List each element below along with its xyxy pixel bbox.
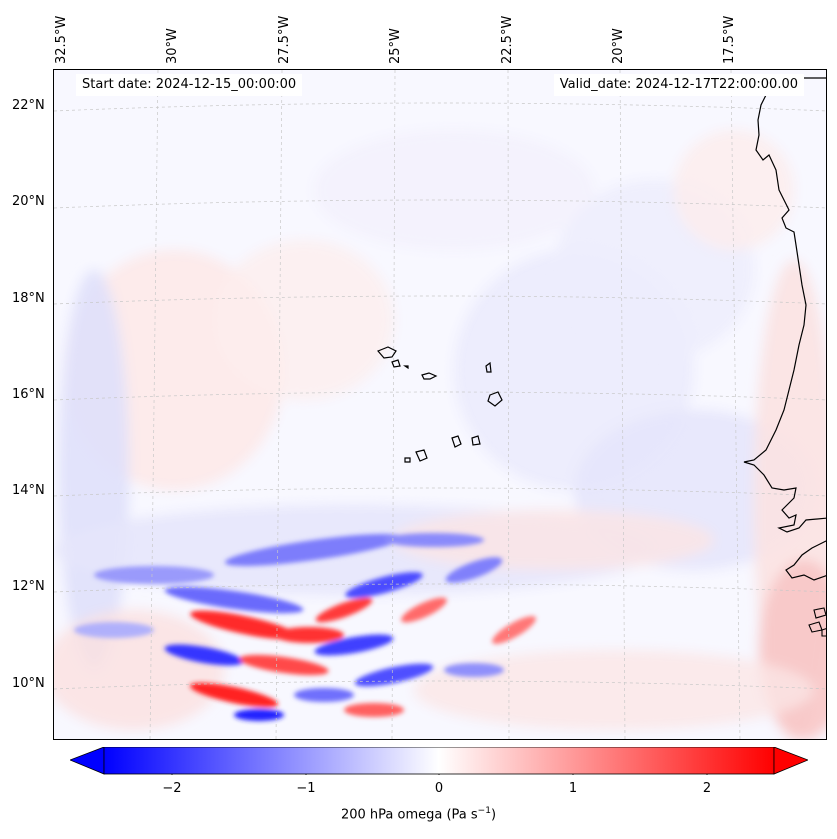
lat-label-16n: 16°N [12, 387, 45, 402]
lat-label-14n: 14°N [12, 483, 45, 498]
lat-label-20n: 20°N [12, 194, 45, 209]
colorbar-label-exponent: −1 [477, 806, 491, 816]
lat-label-18n: 18°N [12, 291, 45, 306]
map-panel[interactable]: Start date: 2024-12-15_00:00:00 Valid_da… [53, 69, 827, 740]
colorbar-tick-2: 2 [702, 781, 712, 796]
valid-date-label: Valid_date: 2024-12-17T22:00:00.00 [553, 74, 804, 96]
islands-cape-verde [376, 346, 503, 463]
lat-label-22n: 22°N [12, 98, 45, 113]
colorbar-under-arrow [70, 747, 105, 775]
coastline-africa [743, 77, 826, 533]
lon-label-20w: 20°W [611, 28, 626, 64]
colorbar-tick-0: 0 [434, 781, 444, 796]
colorbar-tick-marks [171, 774, 708, 775]
lon-label-25w: 25°W [388, 28, 403, 64]
omega-field [54, 70, 826, 739]
lon-label-17-5w: 17.5°W [722, 15, 737, 64]
lat-label-12n: 12°N [12, 579, 45, 594]
lon-label-30w: 30°W [165, 28, 180, 64]
lon-label-22-5w: 22.5°W [500, 15, 515, 64]
colorbar-tick-1: 1 [568, 781, 578, 796]
colorbar-label-end: ) [490, 807, 497, 823]
colorbar-tick-neg1: −1 [296, 781, 316, 796]
start-date-label: Start date: 2024-12-15_00:00:00 [76, 74, 303, 96]
islands-bijagos [808, 607, 826, 637]
colorbar [70, 747, 808, 775]
lat-label-10n: 10°N [12, 676, 45, 691]
colorbar-gradient [103, 747, 775, 775]
lon-label-27-5w: 27.5°W [277, 15, 292, 64]
omega-strong-features [74, 533, 536, 721]
colorbar-label-main: 200 hPa omega (Pa s [340, 807, 478, 823]
lon-label-32-5w: 32.5°W [54, 15, 69, 64]
colorbar-tick-neg2: −2 [162, 781, 182, 796]
colorbar-label: 200 hPa omega (Pa s−1) [0, 806, 837, 822]
graticule [54, 70, 826, 739]
coastline-guinea-bissau [785, 540, 826, 581]
colorbar-over-arrow [773, 747, 808, 775]
